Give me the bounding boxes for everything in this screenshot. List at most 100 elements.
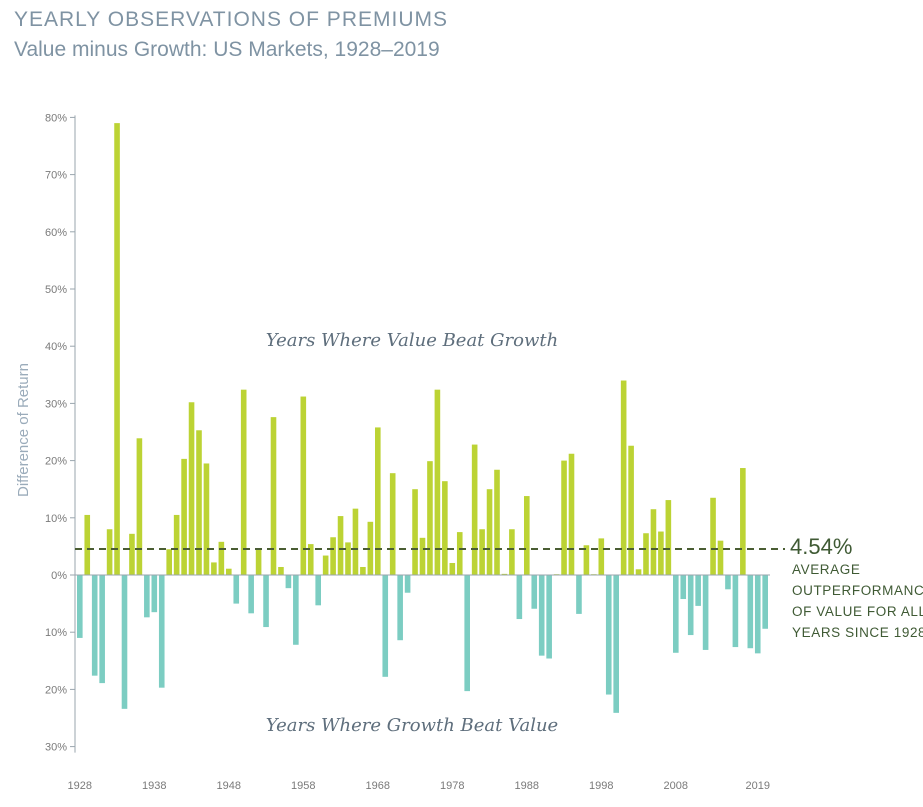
bar-1942 <box>181 458 187 575</box>
bar-1948 <box>226 568 232 575</box>
y-tick-label: 70% <box>45 170 67 182</box>
bars <box>77 123 768 713</box>
y-tick-label: 20% <box>45 684 67 696</box>
bar-1998 <box>598 538 605 575</box>
x-tick-label: 1998 <box>589 780 613 792</box>
chart-title: YEARLY OBSERVATIONS OF PREMIUMS <box>14 8 448 31</box>
bar-1952 <box>255 548 262 575</box>
x-tick-label: 1928 <box>68 780 92 792</box>
y-axis-ticks: 80% 70% 60% 50% 40% 30% 20% 10% 0% 10% 20% 30% <box>45 112 75 754</box>
chart-subtitle: Value minus Growth: US Markets, 1928–201… <box>14 38 440 61</box>
bar-1962 <box>330 537 336 575</box>
average-caption-line-3: OF VALUE FOR ALL <box>792 604 923 619</box>
average-caption-line-4: YEARS SINCE 1928 <box>792 625 923 640</box>
x-tick-label: 1978 <box>440 780 464 792</box>
x-tick-label: 1958 <box>291 780 315 792</box>
bar-1945 <box>203 463 210 575</box>
bar-2006 <box>658 531 664 575</box>
bar-1979 <box>456 532 463 575</box>
average-value: 4.54% <box>790 534 852 559</box>
bar-2013 <box>710 497 716 575</box>
bar-1989 <box>531 575 538 609</box>
bar-1974 <box>419 537 426 575</box>
bar-1965 <box>352 508 359 575</box>
bar-1972 <box>404 575 411 593</box>
bar-1950 <box>240 389 247 575</box>
bar-2012 <box>702 575 709 650</box>
y-tick-label: 30% <box>45 742 67 754</box>
bar-1986 <box>509 529 515 575</box>
bar-2001 <box>620 380 627 575</box>
x-tick-label: 2008 <box>664 780 688 792</box>
bar-1987 <box>516 575 523 620</box>
bar-2005 <box>650 509 657 575</box>
bar-1977 <box>442 481 448 575</box>
bar-1988 <box>524 496 530 575</box>
bar-1985 <box>501 573 508 575</box>
bar-1941 <box>173 514 180 575</box>
y-tick-label: 80% <box>45 112 67 124</box>
y-tick-label: 10% <box>45 627 67 639</box>
bar-1971 <box>397 575 403 641</box>
bar-1991 <box>546 575 552 659</box>
bar-1928 <box>77 575 83 638</box>
bar-1980 <box>464 575 470 692</box>
y-tick-label: 40% <box>45 341 67 353</box>
bar-1963 <box>337 516 344 575</box>
bar-1935 <box>129 533 135 575</box>
y-tick-label: 0% <box>51 570 67 582</box>
bar-1967 <box>367 521 374 575</box>
y-tick-label: 20% <box>45 456 67 468</box>
bar-2004 <box>643 533 649 575</box>
bar-1981 <box>471 444 478 575</box>
bar-2000 <box>613 575 619 713</box>
x-tick-label: 1948 <box>217 780 241 792</box>
bar-1939 <box>158 575 165 688</box>
bar-1961 <box>322 555 329 575</box>
bar-1995 <box>576 575 582 614</box>
bar-2016 <box>732 575 739 648</box>
average-caption-line-1: AVERAGE <box>792 562 860 577</box>
bar-2019 <box>754 575 761 654</box>
bar-1978 <box>449 562 456 575</box>
bar-1973 <box>412 489 418 575</box>
bar-1946 <box>211 562 217 575</box>
average-caption-line-2: OUTPERFORMANCE <box>792 583 923 598</box>
bar-1951 <box>248 575 254 614</box>
bar-1940 <box>166 549 172 575</box>
bar-2008 <box>673 575 679 653</box>
y-tick-label: 60% <box>45 227 67 239</box>
bar-1976 <box>434 389 441 575</box>
bar-1943 <box>188 402 195 575</box>
bar-2011 <box>695 575 701 606</box>
bar-1936 <box>136 438 143 575</box>
x-axis-ticks: 1928 1938 1948 1958 1968 1978 1988 1998 2008 2019 <box>68 780 770 792</box>
positive-region-label: Years Where Value Beat Growth <box>266 330 558 351</box>
bar-1968 <box>375 427 381 575</box>
bar-1983 <box>486 489 493 575</box>
x-tick-label: 1968 <box>366 780 390 792</box>
bar-2010 <box>687 575 694 636</box>
bar-1944 <box>196 430 202 575</box>
bar-2009 <box>680 575 687 600</box>
x-tick-label: 1988 <box>515 780 539 792</box>
y-tick-label: 30% <box>45 398 67 410</box>
bar-2015 <box>725 575 731 590</box>
bar-1996 <box>583 545 590 575</box>
bar-2017 <box>740 468 746 575</box>
bar-1993 <box>561 460 567 575</box>
y-tick-label: 50% <box>45 284 67 296</box>
bar-1959 <box>307 544 314 575</box>
bar-1947 <box>218 541 225 575</box>
bar-1954 <box>270 417 277 575</box>
bar-1956 <box>285 575 292 589</box>
bar-1999 <box>605 575 612 695</box>
bar-1984 <box>494 469 500 575</box>
bar-1938 <box>151 575 158 613</box>
bar-2014 <box>717 540 724 575</box>
bar-1933 <box>114 123 120 576</box>
bar-1949 <box>233 575 240 604</box>
bar-1964 <box>345 542 351 575</box>
bar-1929 <box>84 514 91 575</box>
